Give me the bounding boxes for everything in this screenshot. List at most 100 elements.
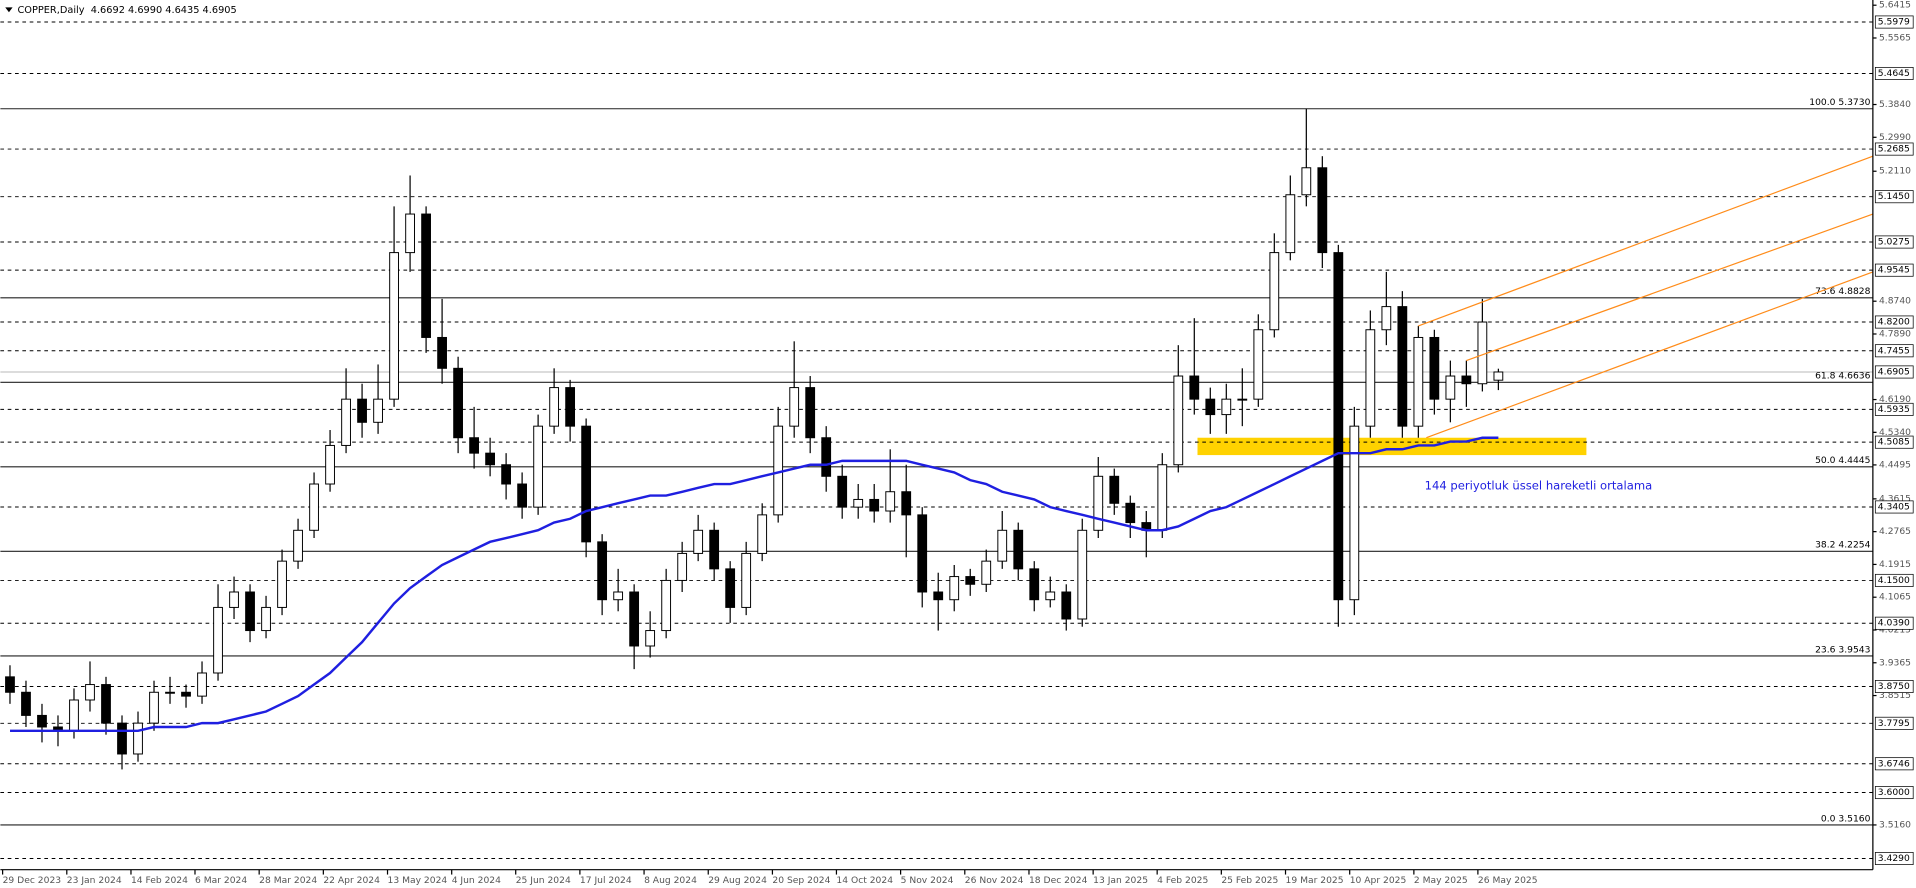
- candle-body: [1429, 336, 1440, 400]
- candle-body: [1029, 568, 1040, 601]
- level-label: 5.1450: [1878, 191, 1910, 202]
- candle-body: [1077, 529, 1088, 620]
- level-label: 4.8200: [1878, 317, 1910, 328]
- fib-label: 50.0 4.4445: [1815, 455, 1871, 466]
- x-tick-label: 20 Sep 2024: [772, 875, 830, 886]
- fib-label: 38.2 4.2254: [1815, 540, 1871, 551]
- x-tick-label: 4 Feb 2025: [1157, 875, 1208, 886]
- x-tick-label: 2 May 2025: [1414, 875, 1468, 886]
- candle-body: [645, 630, 656, 647]
- candle-body: [821, 437, 832, 477]
- level-label-box: [1874, 190, 1914, 204]
- candle-body: [853, 498, 864, 508]
- level-label-box: [1874, 315, 1914, 329]
- level-label: 3.7795: [1878, 718, 1910, 729]
- candle-body: [373, 398, 383, 423]
- level-label: 4.5085: [1878, 437, 1910, 448]
- candle-body: [1365, 329, 1376, 427]
- level-label-box: [1874, 344, 1914, 358]
- candle-body: [1221, 398, 1232, 416]
- y-tick-label: 5.5565: [1879, 32, 1911, 43]
- x-tick-label: 14 Oct 2024: [836, 875, 893, 886]
- x-tick-label: 10 Apr 2025: [1350, 875, 1407, 886]
- candle-body: [85, 684, 95, 701]
- candle-body: [549, 387, 560, 427]
- candle-body: [805, 387, 816, 439]
- x-tick-label: 22 Apr 2024: [323, 875, 380, 886]
- candle-body: [677, 552, 688, 581]
- x-tick-label: 26 Nov 2024: [965, 875, 1024, 886]
- x-tick-label: 8 Aug 2024: [644, 875, 697, 886]
- candle-body: [37, 714, 47, 728]
- candle-body: [325, 444, 335, 485]
- candle-body: [437, 336, 447, 369]
- level-label-box: [1874, 757, 1914, 771]
- candle-body: [245, 591, 255, 632]
- y-tick-label: 4.2765: [1879, 526, 1911, 537]
- candle-body: [277, 560, 287, 608]
- y-tick-label: 5.2110: [1879, 166, 1911, 177]
- x-tick-label: 28 Mar 2024: [259, 875, 317, 886]
- y-tick-label: 4.1915: [1879, 559, 1911, 570]
- candle-body: [709, 529, 720, 570]
- level-label-box: [1874, 15, 1914, 29]
- candle-body: [1205, 398, 1216, 416]
- x-tick-label: 19 Mar 2025: [1286, 875, 1344, 886]
- candle-body: [485, 452, 495, 466]
- level-label-box: [1874, 263, 1914, 277]
- level-label: 4.0390: [1878, 618, 1910, 629]
- x-tick-label: 13 May 2024: [388, 875, 448, 886]
- candle-body: [21, 691, 31, 716]
- channel-line: [1418, 155, 1874, 327]
- candle-body: [1269, 252, 1280, 331]
- candle-body: [1013, 529, 1024, 570]
- level-label: 4.1500: [1878, 575, 1910, 586]
- level-label-box: [1874, 142, 1914, 156]
- candle-body: [1381, 306, 1392, 331]
- candle-body: [1237, 398, 1248, 401]
- level-label: 5.5979: [1878, 17, 1910, 28]
- candle-body: [1061, 591, 1072, 620]
- level-label-box: [1874, 852, 1914, 865]
- candle-body: [565, 387, 576, 427]
- candle-body: [997, 529, 1008, 562]
- x-tick-label: 5 Nov 2024: [901, 875, 954, 886]
- candle-body: [341, 398, 351, 446]
- candle-body: [1333, 252, 1344, 601]
- level-label-box: [1874, 66, 1914, 80]
- candle-body: [1157, 464, 1168, 531]
- fib-label: 61.8 4.6636: [1815, 371, 1871, 382]
- candle-body: [741, 552, 752, 608]
- current-price-box: [1874, 365, 1914, 379]
- candle-body: [1109, 475, 1120, 504]
- x-tick-label: 17 Jul 2024: [580, 875, 632, 886]
- candle-body: [885, 491, 896, 512]
- candle-body: [501, 464, 512, 485]
- candle-body: [901, 491, 912, 516]
- candle-body: [149, 691, 159, 724]
- candle-body: [757, 514, 768, 554]
- y-tick-label: 4.8740: [1879, 296, 1911, 307]
- ema-line: [10, 436, 1499, 733]
- x-tick-label: 26 May 2025: [1478, 875, 1538, 886]
- level-label-box: [1874, 616, 1914, 630]
- level-label-box: [1874, 402, 1914, 416]
- candle-body: [965, 576, 976, 585]
- y-tick-label: 5.2990: [1879, 132, 1911, 143]
- candle-body: [453, 367, 463, 439]
- x-tick-label: 4 Jun 2024: [452, 875, 501, 886]
- level-label: 3.4290: [1878, 853, 1910, 864]
- candle-body: [1253, 329, 1264, 400]
- candle-body: [101, 684, 111, 724]
- y-tick-label: 4.0215: [1879, 624, 1911, 635]
- candle-body: [1397, 306, 1408, 427]
- current-price-label: 4.6905: [1878, 366, 1910, 377]
- candle-body: [389, 252, 399, 400]
- candle-body: [133, 722, 143, 755]
- level-label-box: [1874, 786, 1914, 800]
- candle-body: [981, 560, 992, 585]
- y-tick-label: 3.9365: [1879, 657, 1911, 668]
- level-label: 3.6000: [1878, 787, 1910, 798]
